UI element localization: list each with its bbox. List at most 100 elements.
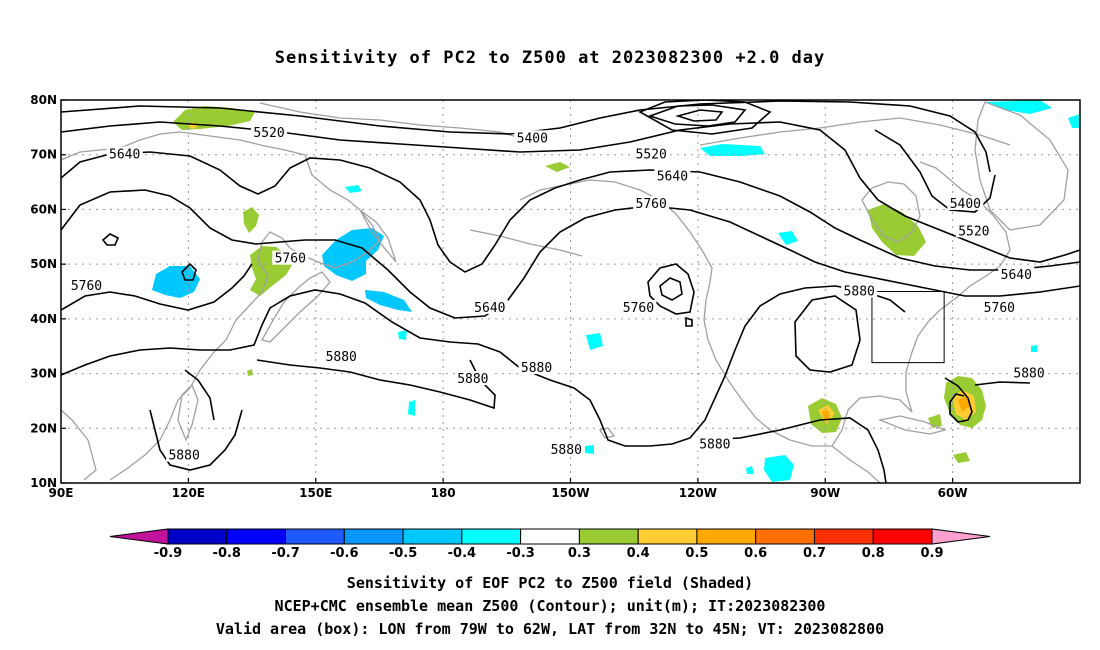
shade-cyan (1068, 114, 1080, 128)
contour-label-bg (166, 447, 203, 462)
contour-label-bg (633, 146, 670, 161)
lat-tick-label: 70N (30, 148, 57, 162)
contour-label: 5400 (517, 131, 548, 146)
contour-south-asia (149, 409, 243, 471)
contour-5520 (61, 121, 1080, 263)
contour-label: 5880 (168, 449, 199, 464)
coast-japan (261, 271, 331, 343)
shade-cyan (585, 445, 594, 454)
shade-green (953, 452, 970, 463)
shade-cyan (586, 333, 603, 350)
colorbar-label: 0.3 (568, 546, 591, 561)
coast-asia-north (61, 131, 306, 161)
coast-central-america (831, 445, 881, 483)
contour-label-bg (947, 195, 984, 210)
valid-area-box (871, 291, 945, 364)
contour-label: 5880 (844, 285, 875, 300)
colorbar-swatch (167, 528, 228, 545)
colorbar-swatch (872, 528, 933, 545)
contour-label-bg (955, 223, 992, 238)
colorbar-label: -0.5 (389, 546, 417, 561)
contour-label-bg (620, 299, 657, 314)
coast-hawaii (598, 427, 616, 439)
coast-arctic-asia (259, 102, 521, 139)
coast-alaska (519, 179, 713, 283)
contour-label-bg (633, 195, 670, 210)
lat-tick-label: 80N (30, 93, 57, 107)
shade-green (247, 369, 253, 376)
coastlines (61, 101, 1069, 483)
shade-cyan (985, 100, 1052, 114)
colorbar-low-arrow (109, 528, 169, 545)
contour-label: 5640 (657, 170, 688, 185)
contour-5880-east-b (974, 381, 1031, 386)
lon-tick-label: 150W (551, 486, 589, 500)
shade-cyan (764, 455, 794, 482)
contour-label-bg (106, 146, 143, 161)
contour-label: 5520 (958, 224, 989, 239)
colorbar-swatch (578, 528, 639, 545)
contour-5400 (61, 100, 991, 173)
lon-tick-label: 90W (810, 486, 840, 500)
colorbar-label: 0.4 (627, 546, 650, 561)
contour-label: 5880 (326, 350, 357, 365)
coast-hudson (861, 181, 921, 243)
contour-label-bg (1011, 365, 1048, 380)
contour-5880 (61, 285, 906, 447)
longitude-labels: 90E 120E 150E 180 150W 120W 90W 60W (49, 478, 968, 500)
colorbar-label: -0.8 (213, 546, 241, 561)
contour-label: 5880 (699, 438, 730, 453)
lon-tick-label: 90E (49, 486, 74, 500)
contour-label: 5640 (109, 148, 140, 163)
colorbar-swatch (755, 528, 815, 545)
contour-small-west (101, 233, 120, 246)
lon-tick-label: 60W (938, 486, 968, 500)
lon-tick-label: 120W (679, 486, 717, 500)
colorbar-label: 0.6 (744, 546, 767, 561)
colorbar-swatch (696, 528, 757, 545)
shade-cyan (398, 330, 407, 340)
shade-cyan (152, 266, 200, 298)
coast-na-east (905, 265, 1001, 413)
lat-tick-label: 60N (30, 202, 57, 216)
contour-5880-sub (256, 359, 496, 410)
contour-label-bg (654, 168, 691, 183)
lon-tick-label: 180 (431, 486, 456, 500)
caption-shading: Sensitivity of EOF PC2 to Z500 field (Sh… (346, 574, 754, 592)
colorbar-swatch (226, 528, 287, 545)
contour-small-west-2 (181, 262, 197, 281)
colorbar-swatch (520, 528, 580, 545)
contour-label: 5640 (474, 301, 505, 316)
colorbar-label: -0.9 (154, 546, 182, 561)
coast-greenland (974, 101, 1069, 231)
colorbar-swatch (285, 528, 345, 545)
shade-orange (958, 396, 970, 412)
contour-label: 5760 (71, 279, 102, 294)
contour-label: 5760 (984, 301, 1015, 316)
shade-cyan (746, 466, 754, 474)
shade-cyan (408, 400, 415, 416)
coast-kamchatka (359, 209, 397, 263)
contour-5760 (61, 189, 1080, 319)
contour-low-pole (638, 100, 772, 135)
shade-orange (822, 410, 830, 419)
colorbar-swatch (343, 528, 404, 545)
lat-tick-label: 20N (30, 421, 57, 435)
lon-tick-label: 120E (172, 486, 205, 500)
contour-label-bg (981, 299, 1018, 314)
shade-cyan (365, 290, 412, 312)
contour-label-bg (841, 283, 878, 298)
coast-arctic-na (699, 117, 1011, 146)
contour-label: 5520 (636, 148, 667, 163)
coast-gulf (769, 395, 913, 447)
contour-label: 5880 (1013, 367, 1044, 382)
shade-cyan (700, 144, 765, 156)
contour-label: 5520 (253, 126, 284, 141)
caption-contour: NCEP+CMC ensemble mean Z500 (Contour); u… (274, 597, 826, 615)
contour-label-bg (471, 299, 508, 314)
contour-tiny-na (685, 316, 693, 327)
contour-label-bg (998, 267, 1035, 282)
contour-label-bg (454, 371, 491, 386)
coast-aleutians (469, 229, 583, 257)
